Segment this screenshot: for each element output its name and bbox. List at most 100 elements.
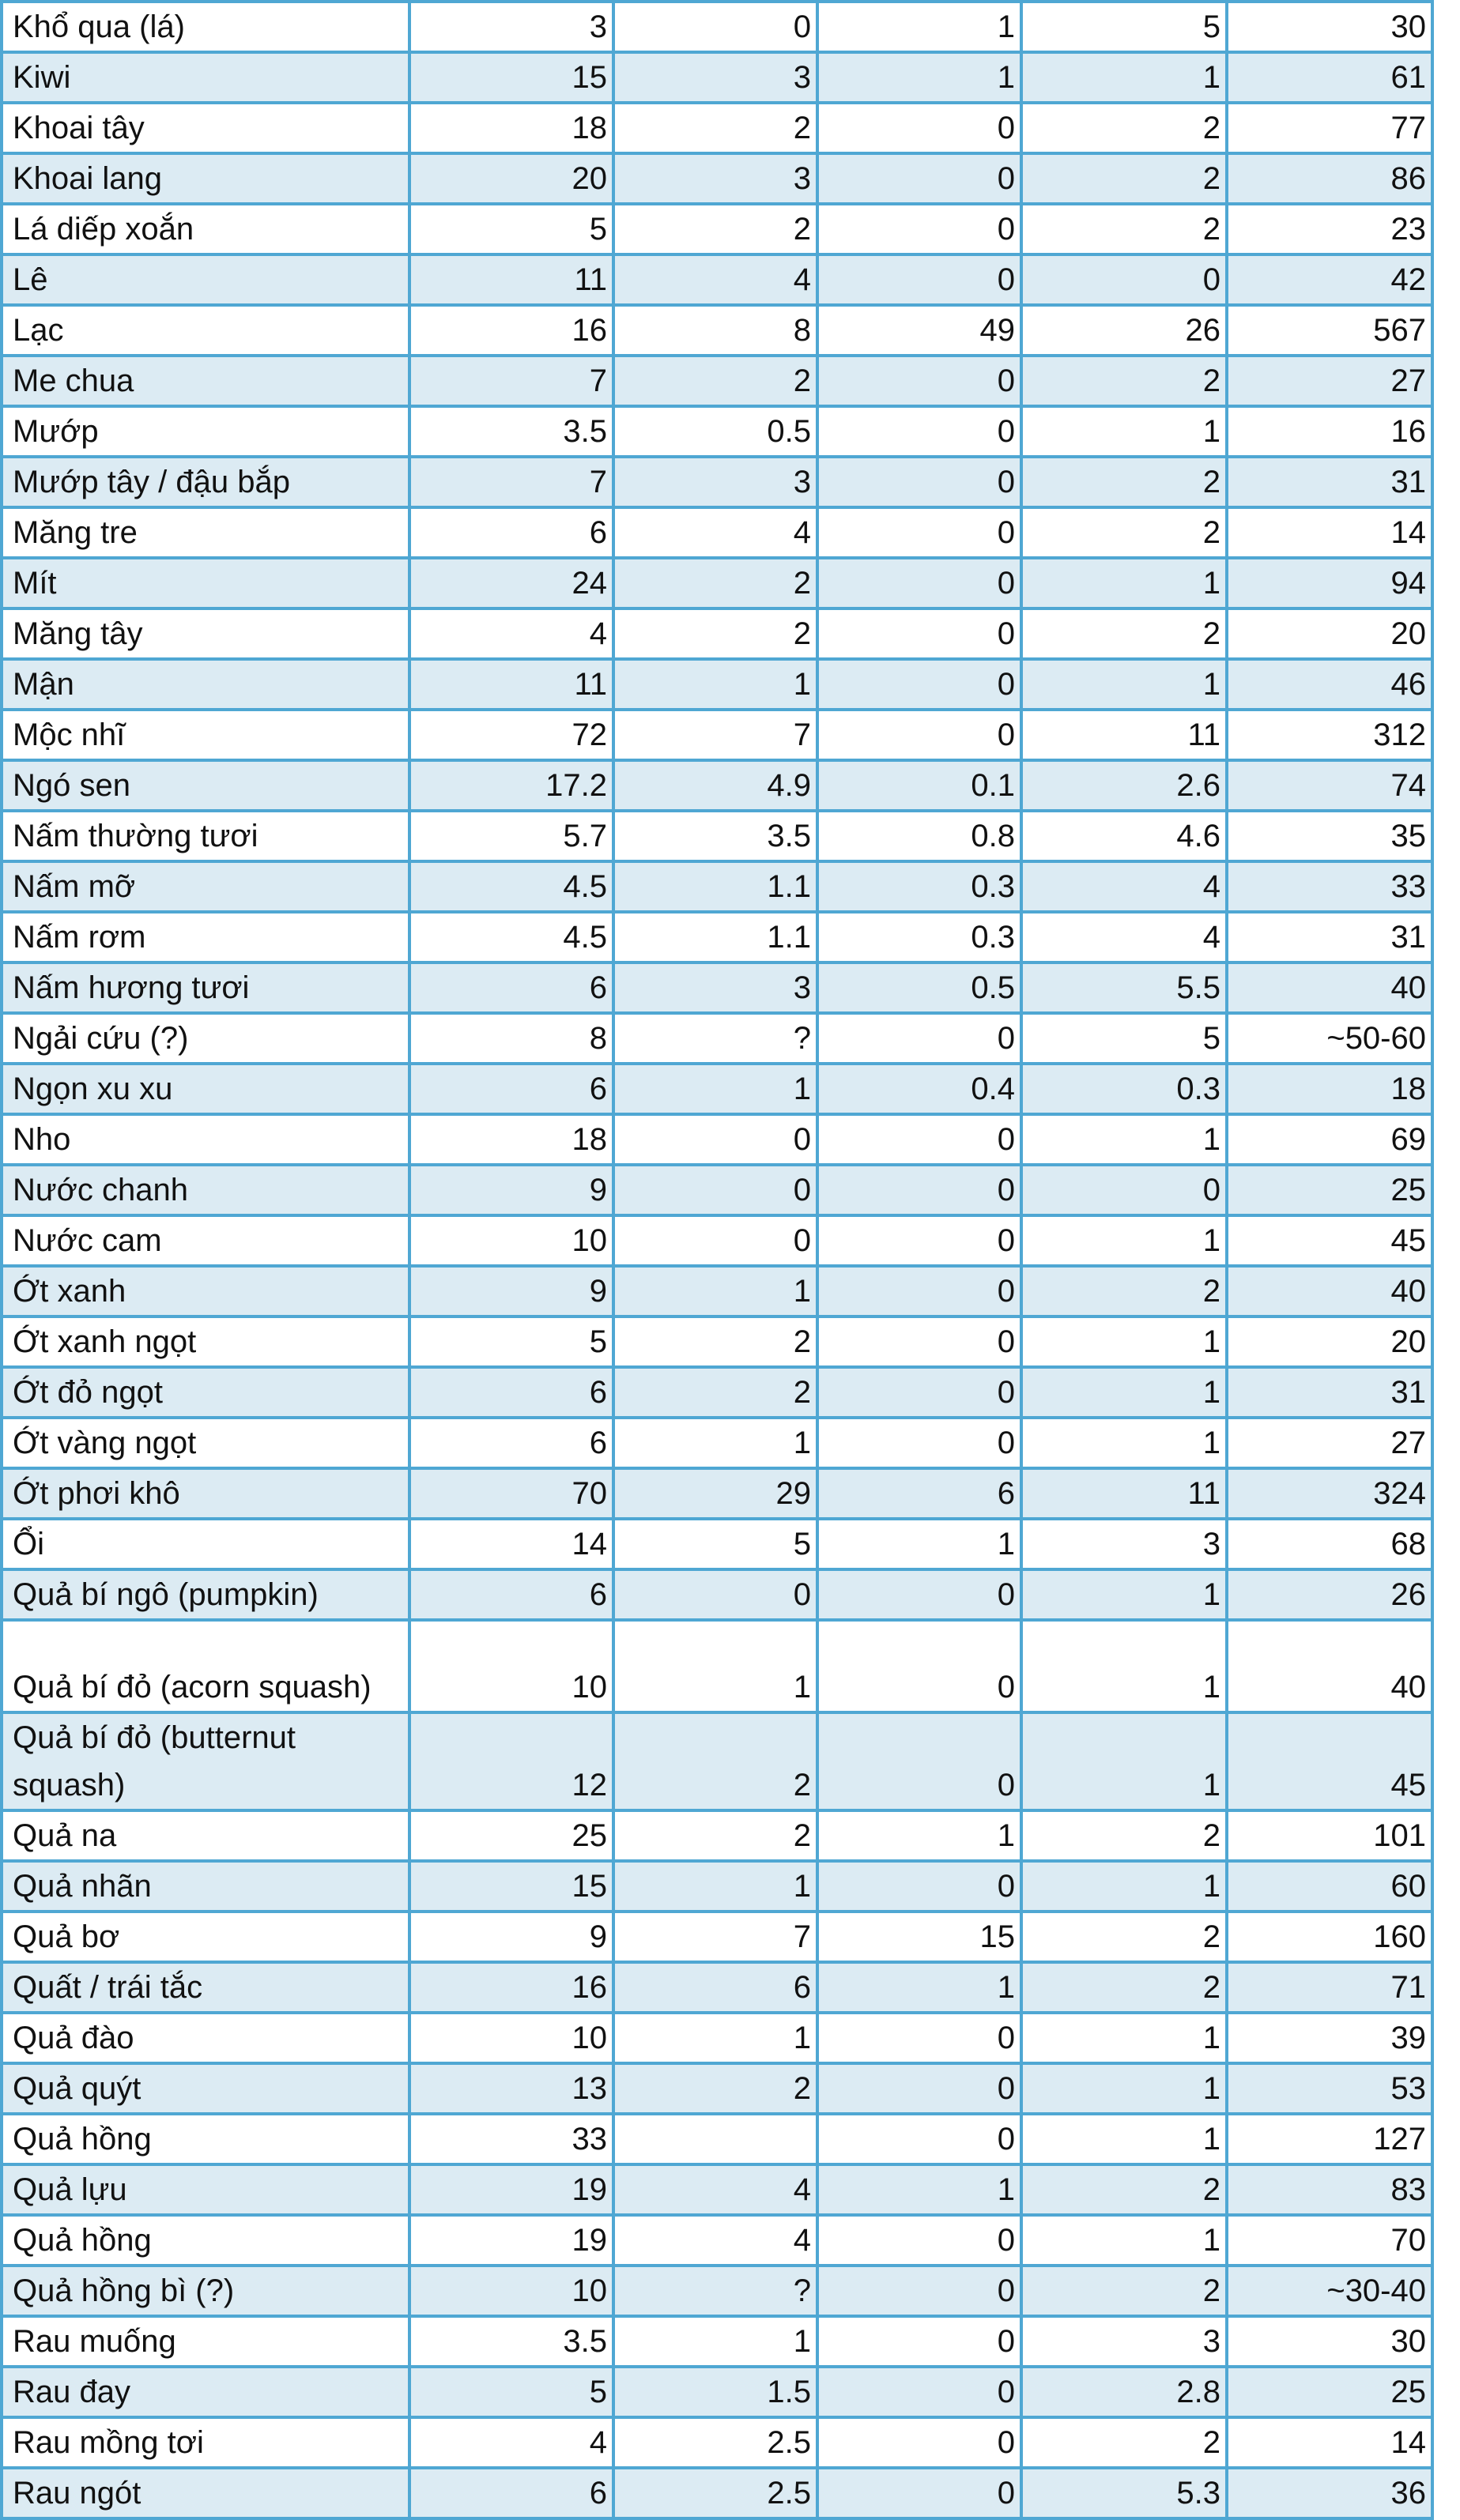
value-cell-3[interactable]: 0 — [816, 1315, 1023, 1369]
value-cell-1[interactable]: 5 — [408, 202, 615, 256]
value-cell-5[interactable]: 36 — [1225, 2466, 1434, 2520]
value-cell-4[interactable]: 2 — [1020, 152, 1228, 205]
value-cell-4[interactable]: 1 — [1020, 2112, 1228, 2166]
food-name-cell[interactable]: Măng tre — [0, 506, 411, 559]
food-name-cell[interactable]: Ớt vàng ngọt — [0, 1416, 411, 1470]
value-cell-3[interactable]: 0.8 — [816, 809, 1023, 863]
value-cell-4[interactable]: 1 — [1020, 2011, 1228, 2065]
value-cell-2[interactable]: 1 — [612, 1264, 819, 1318]
value-cell-3[interactable]: 0 — [816, 2416, 1023, 2469]
value-cell-4[interactable]: 2 — [1020, 455, 1228, 509]
value-cell-5[interactable]: 42 — [1225, 253, 1434, 307]
food-name-cell[interactable]: Khoai lang — [0, 152, 411, 205]
value-cell-4[interactable]: 2 — [1020, 1809, 1228, 1863]
value-cell-2[interactable]: 2 — [612, 556, 819, 610]
value-cell-5[interactable]: 18 — [1225, 1062, 1434, 1116]
food-name-cell[interactable]: Rau ngót — [0, 2466, 411, 2520]
value-cell-1[interactable]: 3.5 — [408, 405, 615, 458]
value-cell-4[interactable]: 0 — [1020, 1163, 1228, 1217]
value-cell-4[interactable]: 11 — [1020, 1467, 1228, 1520]
value-cell-3[interactable]: 0.3 — [816, 910, 1023, 964]
value-cell-3[interactable]: 0 — [816, 1113, 1023, 1166]
value-cell-1[interactable]: 16 — [408, 1961, 615, 2014]
value-cell-3[interactable]: 0 — [816, 2466, 1023, 2520]
value-cell-1[interactable]: 18 — [408, 1113, 615, 1166]
value-cell-4[interactable]: 26 — [1020, 303, 1228, 357]
value-cell-1[interactable]: 7 — [408, 354, 615, 408]
value-cell-1[interactable]: 6 — [408, 1416, 615, 1470]
value-cell-1[interactable]: 6 — [408, 1365, 615, 1419]
value-cell-2[interactable]: 1.1 — [612, 860, 819, 913]
value-cell-3[interactable]: 0 — [816, 202, 1023, 256]
value-cell-5[interactable]: 77 — [1225, 101, 1434, 155]
food-name-cell[interactable]: Quất / trái tắc — [0, 1961, 411, 2014]
food-name-cell[interactable]: Rau đay — [0, 2365, 411, 2419]
value-cell-4[interactable]: 1 — [1020, 1365, 1228, 1419]
value-cell-4[interactable]: 4.6 — [1020, 809, 1228, 863]
value-cell-5[interactable]: 83 — [1225, 2163, 1434, 2217]
value-cell-2[interactable]: 1 — [612, 1859, 819, 1913]
value-cell-2[interactable]: 1.1 — [612, 910, 819, 964]
food-name-cell[interactable]: Ớt đỏ ngọt — [0, 1365, 411, 1419]
value-cell-4[interactable]: 11 — [1020, 708, 1228, 762]
value-cell-2[interactable]: 2 — [612, 1365, 819, 1419]
value-cell-3[interactable]: 0 — [816, 556, 1023, 610]
food-name-cell[interactable]: Quả quýt — [0, 2062, 411, 2115]
value-cell-4[interactable]: 2 — [1020, 101, 1228, 155]
value-cell-1[interactable]: 15 — [408, 51, 615, 104]
value-cell-4[interactable]: 0.3 — [1020, 1062, 1228, 1116]
value-cell-4[interactable]: 2 — [1020, 2416, 1228, 2469]
value-cell-4[interactable]: 2 — [1020, 202, 1228, 256]
value-cell-1[interactable]: 3 — [408, 0, 615, 54]
value-cell-5[interactable]: 31 — [1225, 1365, 1434, 1419]
value-cell-1[interactable]: 24 — [408, 556, 615, 610]
food-name-cell[interactable]: Quả bí ngô (pumpkin) — [0, 1568, 411, 1622]
value-cell-1[interactable]: 15 — [408, 1859, 615, 1913]
value-cell-1[interactable]: 6 — [408, 1568, 615, 1622]
value-cell-5[interactable]: 40 — [1225, 1264, 1434, 1318]
value-cell-4[interactable]: 1 — [1020, 1711, 1228, 1812]
food-name-cell[interactable]: Me chua — [0, 354, 411, 408]
value-cell-3[interactable]: 1 — [816, 1517, 1023, 1571]
value-cell-4[interactable]: 5 — [1020, 1011, 1228, 1065]
value-cell-1[interactable]: 13 — [408, 2062, 615, 2115]
value-cell-3[interactable]: 0.1 — [816, 759, 1023, 812]
value-cell-2[interactable]: 3.5 — [612, 809, 819, 863]
value-cell-2[interactable]: 1 — [612, 1618, 819, 1714]
value-cell-5[interactable]: 20 — [1225, 1315, 1434, 1369]
food-name-cell[interactable]: Quả nhãn — [0, 1859, 411, 1913]
value-cell-1[interactable]: 19 — [408, 2213, 615, 2267]
value-cell-5[interactable]: 45 — [1225, 1214, 1434, 1268]
food-name-cell[interactable]: Quả đào — [0, 2011, 411, 2065]
value-cell-3[interactable]: 6 — [816, 1467, 1023, 1520]
food-name-cell[interactable]: Ngải cứu (?) — [0, 1011, 411, 1065]
value-cell-5[interactable]: ~30-40 — [1225, 2264, 1434, 2318]
value-cell-3[interactable]: 0.5 — [816, 961, 1023, 1015]
value-cell-1[interactable]: 14 — [408, 1517, 615, 1571]
value-cell-5[interactable]: 324 — [1225, 1467, 1434, 1520]
value-cell-2[interactable]: 0 — [612, 1163, 819, 1217]
value-cell-4[interactable]: 2.8 — [1020, 2365, 1228, 2419]
value-cell-1[interactable]: 25 — [408, 1809, 615, 1863]
value-cell-2[interactable]: 0 — [612, 0, 819, 54]
value-cell-5[interactable]: 14 — [1225, 506, 1434, 559]
value-cell-1[interactable]: 6 — [408, 1062, 615, 1116]
food-name-cell[interactable]: Kiwi — [0, 51, 411, 104]
value-cell-4[interactable]: 1 — [1020, 556, 1228, 610]
value-cell-1[interactable]: 6 — [408, 506, 615, 559]
value-cell-5[interactable]: 30 — [1225, 2315, 1434, 2368]
value-cell-5[interactable]: 23 — [1225, 202, 1434, 256]
value-cell-2[interactable]: 2 — [612, 202, 819, 256]
value-cell-4[interactable]: 1 — [1020, 2213, 1228, 2267]
value-cell-5[interactable]: 31 — [1225, 455, 1434, 509]
value-cell-3[interactable]: 0 — [816, 708, 1023, 762]
value-cell-1[interactable]: 10 — [408, 2264, 615, 2318]
value-cell-1[interactable]: 10 — [408, 2011, 615, 2065]
value-cell-1[interactable]: 33 — [408, 2112, 615, 2166]
value-cell-1[interactable]: 70 — [408, 1467, 615, 1520]
food-name-cell[interactable]: Ổi — [0, 1517, 411, 1571]
value-cell-4[interactable]: 3 — [1020, 2315, 1228, 2368]
food-name-cell[interactable]: Nước cam — [0, 1214, 411, 1268]
value-cell-4[interactable]: 1 — [1020, 1859, 1228, 1913]
food-name-cell[interactable]: Lê — [0, 253, 411, 307]
